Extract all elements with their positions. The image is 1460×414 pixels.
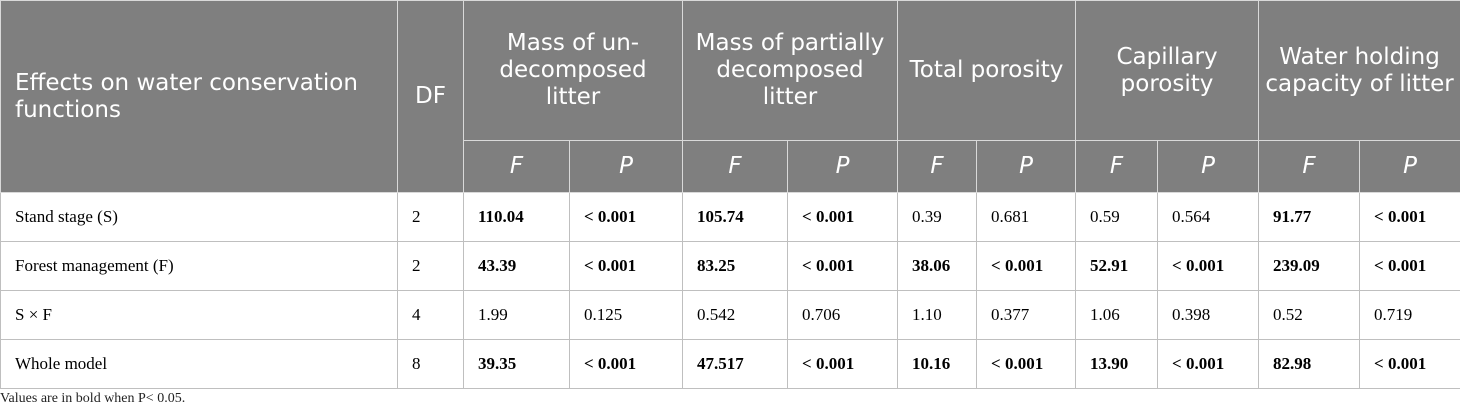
- f-value: 43.39: [463, 241, 570, 291]
- f-value: 105.74: [682, 192, 789, 242]
- f-subheader: F: [1075, 140, 1159, 193]
- f-value: 83.25: [682, 241, 789, 291]
- group-header: Total porosity: [897, 0, 1077, 141]
- effect-label: Stand stage (S): [0, 192, 398, 242]
- f-subheader: F: [463, 140, 570, 193]
- table-row: S × F 4 1.99 0.125 0.542 0.706 1.10 0.37…: [0, 290, 1460, 340]
- p-value: < 0.001: [1359, 241, 1460, 291]
- p-value: < 0.001: [787, 339, 899, 389]
- p-value: 0.125: [568, 290, 684, 340]
- group-header: Water holding capacity of litter: [1258, 0, 1460, 141]
- f-value: 47.517: [682, 339, 789, 389]
- table-footnote: Values are in bold when P< 0.05.: [0, 391, 186, 406]
- f-value: 82.98: [1258, 339, 1361, 389]
- p-value: 0.564: [1157, 192, 1260, 242]
- f-value: 0.542: [682, 290, 789, 340]
- group-header: Mass of partially decomposed litter: [682, 0, 899, 141]
- f-value: 1.99: [463, 290, 570, 340]
- f-subheader: F: [1258, 140, 1361, 193]
- f-value: 39.35: [463, 339, 570, 389]
- table-row: Forest management (F) 2 43.39 < 0.001 83…: [0, 241, 1460, 291]
- p-subheader: P: [1157, 140, 1260, 193]
- p-value: 0.398: [1157, 290, 1260, 340]
- anova-table: Effects on water conservation functions …: [0, 0, 1460, 389]
- table-header: Effects on water conservation functions …: [0, 0, 1460, 193]
- row-label-header: Effects on water conservation functions: [0, 0, 398, 193]
- p-value: 0.706: [787, 290, 899, 340]
- f-value: 0.52: [1258, 290, 1361, 340]
- p-value: < 0.001: [1359, 192, 1460, 242]
- df-value: 8: [397, 339, 464, 389]
- p-value: < 0.001: [1359, 339, 1460, 389]
- p-value: < 0.001: [1157, 241, 1260, 291]
- f-value: 10.16: [897, 339, 978, 389]
- p-value: 0.719: [1359, 290, 1460, 340]
- f-value: 1.10: [897, 290, 978, 340]
- f-value: 0.59: [1075, 192, 1159, 242]
- df-value: 4: [397, 290, 464, 340]
- p-value: < 0.001: [568, 339, 684, 389]
- p-value: < 0.001: [976, 241, 1077, 291]
- df-value: 2: [397, 192, 464, 242]
- p-value: < 0.001: [787, 192, 899, 242]
- table-row: Whole model 8 39.35 < 0.001 47.517 < 0.0…: [0, 339, 1460, 389]
- f-subheader: F: [897, 140, 978, 193]
- f-value: 239.09: [1258, 241, 1361, 291]
- f-subheader: F: [682, 140, 789, 193]
- p-value: 0.681: [976, 192, 1077, 242]
- table-row: Stand stage (S) 2 110.04 < 0.001 105.74 …: [0, 192, 1460, 242]
- p-value: < 0.001: [568, 192, 684, 242]
- p-subheader: P: [976, 140, 1077, 193]
- df-header: DF: [397, 0, 464, 193]
- p-value: < 0.001: [976, 339, 1077, 389]
- table-body: Stand stage (S) 2 110.04 < 0.001 105.74 …: [0, 192, 1460, 389]
- group-header: Mass of un-decomposed litter: [462, 0, 684, 141]
- effect-label: Forest management (F): [0, 241, 398, 291]
- f-value: 0.39: [897, 192, 978, 242]
- p-subheader: P: [1359, 140, 1460, 193]
- df-value: 2: [397, 241, 464, 291]
- f-value: 91.77: [1258, 192, 1361, 242]
- effect-label: S × F: [0, 290, 398, 340]
- p-value: 0.377: [976, 290, 1077, 340]
- f-value: 110.04: [463, 192, 570, 242]
- group-header: Capillary porosity: [1075, 0, 1260, 141]
- p-value: < 0.001: [568, 241, 684, 291]
- effect-label: Whole model: [0, 339, 398, 389]
- p-subheader: P: [568, 140, 684, 193]
- p-value: < 0.001: [787, 241, 899, 291]
- f-value: 13.90: [1075, 339, 1159, 389]
- f-value: 38.06: [897, 241, 978, 291]
- p-value: < 0.001: [1157, 339, 1260, 389]
- p-subheader: P: [787, 140, 899, 193]
- f-value: 1.06: [1075, 290, 1159, 340]
- f-value: 52.91: [1075, 241, 1159, 291]
